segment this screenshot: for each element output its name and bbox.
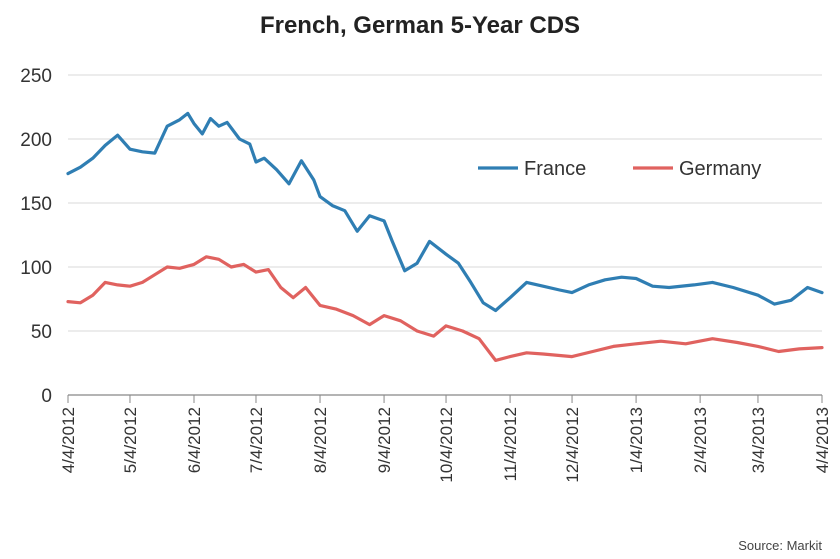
series-line-germany [66,255,824,362]
y-tick-label: 50 [31,322,52,343]
y-tick-label: 150 [20,194,52,215]
x-tick-label: 4/4/2013 [813,407,832,473]
chart-title: French, German 5-Year CDS [259,12,581,39]
legend-label-germany: Germany [679,158,761,180]
y-tick-label: 100 [20,258,52,279]
x-tick-label: 1/4/2013 [627,407,646,473]
x-tick-label: 7/4/2012 [247,407,266,473]
x-axis: 4/4/2012 5/4/2012 6/4/2012 7/4/2012 8/4/2012… [59,395,832,483]
y-tick-label: 200 [20,130,52,151]
x-tick-label: 3/4/2013 [749,407,768,473]
series-lines [66,111,824,362]
y-tick-label: 250 [20,66,52,87]
x-tick-label: 6/4/2012 [185,407,204,473]
legend: France Germany [478,158,761,180]
grid-lines [68,74,822,396]
x-tick-label: 2/4/2013 [691,407,710,473]
x-tick-label: 8/4/2012 [311,407,330,473]
x-tick-label: 10/4/2012 [437,407,456,483]
x-tick-label: 12/4/2012 [563,407,582,483]
x-tick-label: 5/4/2012 [121,407,140,473]
legend-label-france: France [524,158,586,180]
series-line-france [66,111,824,313]
chart-source-note: Source: Markit [738,538,822,553]
y-axis: 0 50 100 150 200 250 [20,66,52,407]
x-tick-label: 4/4/2012 [59,407,78,473]
y-tick-label: 0 [41,386,52,407]
x-tick-label: 9/4/2012 [375,407,394,473]
x-tick-label: 11/4/2012 [501,407,520,481]
